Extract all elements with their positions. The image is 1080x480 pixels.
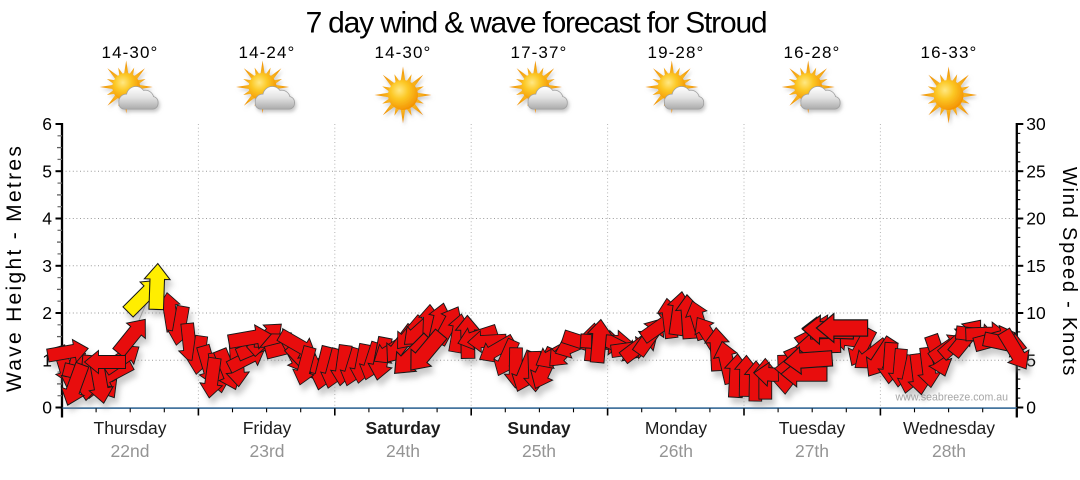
svg-text:0: 0 (1026, 398, 1036, 418)
svg-text:20: 20 (1026, 209, 1046, 229)
svg-text:1: 1 (42, 350, 52, 370)
svg-text:Thursday: Thursday (94, 418, 167, 438)
svg-text:19-28°: 19-28° (648, 43, 705, 62)
svg-text:23rd: 23rd (249, 441, 284, 461)
svg-text:16-28°: 16-28° (784, 43, 841, 62)
svg-text:2: 2 (42, 303, 52, 323)
svg-text:10: 10 (1026, 303, 1046, 323)
svg-text:www.seabreeze.com.au: www.seabreeze.com.au (895, 392, 1009, 404)
svg-text:Wednesday: Wednesday (903, 418, 995, 438)
svg-text:15: 15 (1026, 256, 1045, 276)
svg-text:Saturday: Saturday (366, 418, 441, 438)
svg-text:3: 3 (42, 256, 52, 276)
svg-text:27th: 27th (795, 441, 829, 461)
svg-text:0: 0 (42, 398, 52, 418)
svg-text:28th: 28th (932, 441, 966, 461)
svg-text:25th: 25th (522, 441, 556, 461)
svg-text:14-30°: 14-30° (375, 43, 432, 62)
svg-text:Wind Speed - Knots: Wind Speed - Knots (1058, 167, 1080, 377)
svg-text:30: 30 (1026, 114, 1046, 134)
svg-text:24th: 24th (386, 441, 420, 461)
svg-text:16-33°: 16-33° (921, 43, 978, 62)
svg-text:Wave Height - Metres: Wave Height - Metres (3, 144, 26, 392)
svg-text:6: 6 (42, 114, 52, 134)
svg-text:5: 5 (42, 161, 52, 181)
svg-text:Tuesday: Tuesday (779, 418, 846, 438)
svg-text:26th: 26th (659, 441, 693, 461)
svg-text:4: 4 (42, 209, 52, 229)
svg-text:5: 5 (1026, 350, 1036, 370)
svg-text:14-30°: 14-30° (102, 43, 159, 62)
svg-text:25: 25 (1026, 161, 1045, 181)
svg-text:Sunday: Sunday (507, 418, 570, 438)
svg-text:Monday: Monday (645, 418, 708, 438)
svg-text:14-24°: 14-24° (239, 43, 296, 62)
svg-text:17-37°: 17-37° (511, 43, 568, 62)
svg-text:7 day wind & wave forecast for: 7 day wind & wave forecast for Stroud (306, 7, 767, 40)
svg-text:Friday: Friday (243, 418, 292, 438)
svg-text:22nd: 22nd (111, 441, 150, 461)
